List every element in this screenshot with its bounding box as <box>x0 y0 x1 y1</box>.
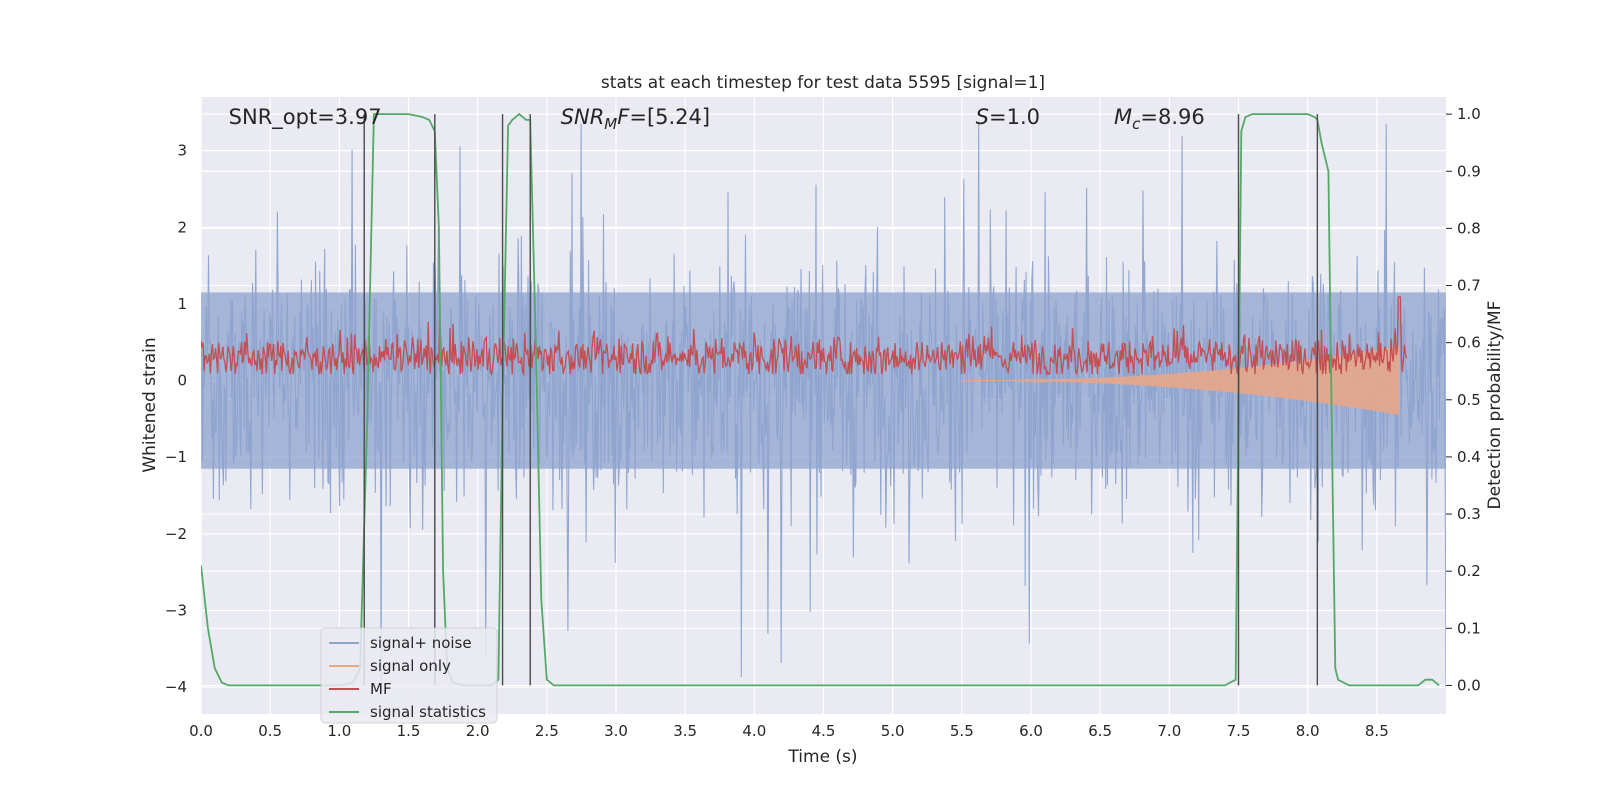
legend-label: MF <box>370 680 392 698</box>
x-tick-label: 7.5 <box>1227 722 1251 740</box>
annotation-symbol: SNR <box>561 105 605 129</box>
y-tick-label-right: 0.8 <box>1457 219 1481 237</box>
x-tick-label: 3.0 <box>604 722 628 740</box>
annotation-value: =8.96 <box>1140 105 1204 129</box>
x-tick-label: 0.5 <box>258 722 282 740</box>
x-tick-label: 6.5 <box>1088 722 1112 740</box>
annotation-value: =[5.24] <box>629 105 710 129</box>
y-tick-label: −2 <box>165 525 187 543</box>
annotation-symbol: S <box>976 105 989 129</box>
annotation-symbol-suffix: F <box>617 105 630 129</box>
y-tick-label-right: 0.4 <box>1457 448 1481 466</box>
y-tick-label: 3 <box>177 142 187 160</box>
annotation-snr-mf: SNRMF=[5.24] <box>561 105 710 133</box>
y-tick-label-right: 0.6 <box>1457 334 1481 352</box>
x-tick-label: 5.5 <box>950 722 974 740</box>
x-axis-label: Time (s) <box>787 747 857 767</box>
x-tick-label: 1.0 <box>327 722 351 740</box>
x-tick-label: 5.0 <box>881 722 905 740</box>
x-tick-label: 2.5 <box>535 722 559 740</box>
x-tick-label: 0.0 <box>189 722 213 740</box>
y-tick-label-right: 0.9 <box>1457 162 1481 180</box>
y-tick-label-right: 0.1 <box>1457 619 1481 637</box>
y-tick-label-right: 1.0 <box>1457 105 1481 123</box>
x-tick-label: 4.0 <box>742 722 766 740</box>
x-tick-label: 8.5 <box>1365 722 1389 740</box>
y-axis-label: Whitened strain <box>140 337 160 472</box>
legend-label: signal+ noise <box>370 634 472 652</box>
y-tick-label-right: 0.0 <box>1457 676 1481 694</box>
annotation-value: SNR_opt=3.97 <box>229 105 382 130</box>
annotation-snr-opt: SNR_opt=3.97 <box>229 105 382 130</box>
annotation-subscript: M <box>604 115 617 133</box>
y-axis-label-right: Detection probability/MF <box>1485 301 1505 510</box>
legend-label: signal only <box>370 657 451 675</box>
vertical-markers <box>363 114 1319 686</box>
annotation-mc-value: Mc=8.96 <box>1114 105 1205 133</box>
x-tick-label: 7.0 <box>1157 722 1181 740</box>
chart-title: stats at each timestep for test data 559… <box>601 73 1045 93</box>
x-tick-label: 8.0 <box>1296 722 1320 740</box>
legend-box <box>320 627 498 724</box>
tick-labels: 0.0 0.5 1.0 1.5 2.0 2.5 3.0 3.5 4.0 4.5 5.0 5.5 6.0 6… <box>165 105 1481 740</box>
y-tick-label: 2 <box>177 218 187 236</box>
y-tick-label: 0 <box>177 372 187 390</box>
y-tick-label-right: 0.7 <box>1457 277 1481 295</box>
x-tick-label: 4.5 <box>812 722 836 740</box>
annotations: SNR_opt=3.97 SNRMF=[5.24] S=1.0 Mc=8.96 <box>229 105 1205 133</box>
y-tick-label: −4 <box>165 678 187 696</box>
annotation-subscript: c <box>1132 115 1141 133</box>
legend: signal+ noise signal only MF signal statist… <box>320 627 498 724</box>
y-tick-label: −3 <box>165 602 187 620</box>
annotation-value: =1.0 <box>989 105 1040 129</box>
y-tick-label-right: 0.3 <box>1457 505 1481 523</box>
x-tick-label: 2.0 <box>466 722 490 740</box>
y-tick-label-right: 0.5 <box>1457 391 1481 409</box>
y-tick-label: 1 <box>177 295 187 313</box>
y-tick-label: −1 <box>165 448 187 466</box>
x-tick-label: 6.0 <box>1019 722 1043 740</box>
x-tick-label: 3.5 <box>673 722 697 740</box>
series-mf <box>201 296 1408 377</box>
y-tick-label-right: 0.2 <box>1457 562 1481 580</box>
legend-label: signal statistics <box>370 703 486 721</box>
annotation-symbol: M <box>1114 105 1132 129</box>
annotation-s-value: S=1.0 <box>976 105 1040 129</box>
x-tick-label: 1.5 <box>397 722 421 740</box>
